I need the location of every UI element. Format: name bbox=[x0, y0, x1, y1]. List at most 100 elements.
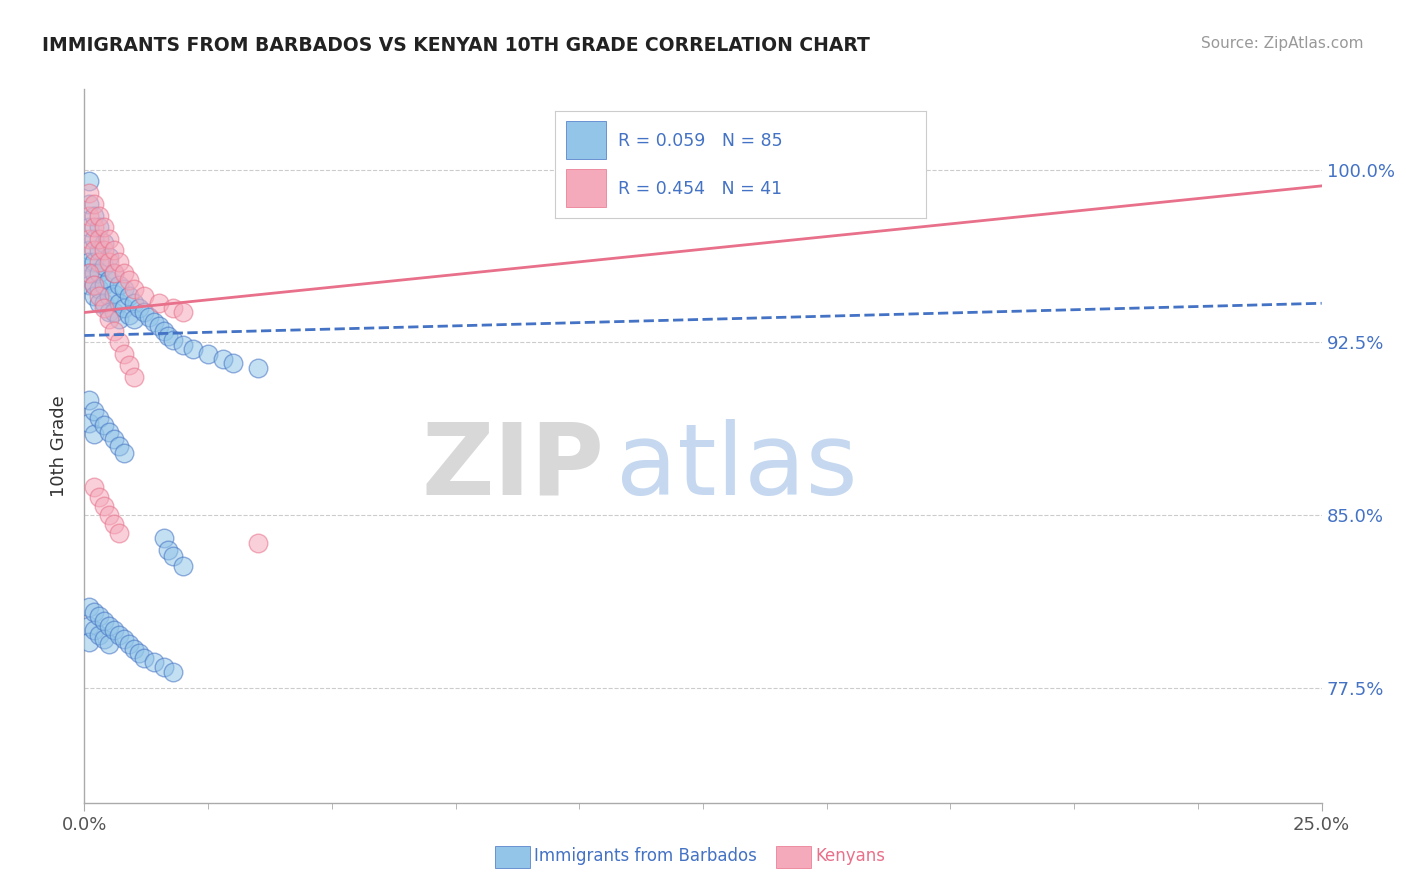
Point bbox=[103, 244, 125, 258]
Point bbox=[132, 289, 155, 303]
Point bbox=[222, 356, 245, 370]
Point bbox=[79, 174, 101, 188]
Point bbox=[122, 296, 145, 310]
Point bbox=[157, 542, 180, 557]
Point bbox=[98, 255, 121, 269]
Point bbox=[93, 220, 115, 235]
Point bbox=[89, 209, 111, 223]
Point bbox=[108, 526, 131, 541]
Point bbox=[98, 508, 121, 522]
Point bbox=[197, 347, 219, 361]
Point bbox=[89, 232, 111, 246]
Point bbox=[212, 351, 235, 366]
Point bbox=[79, 277, 101, 292]
Point bbox=[98, 312, 121, 326]
Point bbox=[112, 266, 135, 280]
Point bbox=[93, 260, 115, 274]
Point bbox=[89, 220, 111, 235]
Point bbox=[142, 315, 165, 329]
Point bbox=[112, 301, 135, 315]
Point bbox=[79, 232, 101, 246]
Point bbox=[83, 605, 105, 619]
Point bbox=[132, 650, 155, 665]
Y-axis label: 10th Grade: 10th Grade bbox=[51, 395, 69, 497]
Text: Source: ZipAtlas.com: Source: ZipAtlas.com bbox=[1201, 36, 1364, 51]
Point bbox=[103, 287, 125, 301]
Point bbox=[103, 266, 125, 280]
Point bbox=[112, 283, 135, 297]
Point bbox=[79, 618, 101, 632]
Point bbox=[118, 359, 141, 373]
Point bbox=[89, 244, 111, 258]
Point bbox=[93, 296, 115, 310]
Point bbox=[108, 312, 131, 326]
Point bbox=[79, 266, 101, 280]
Point bbox=[122, 312, 145, 326]
Point bbox=[112, 446, 135, 460]
Point bbox=[112, 632, 135, 647]
Point bbox=[98, 289, 121, 303]
Point bbox=[93, 301, 115, 315]
Point bbox=[118, 637, 141, 651]
Point bbox=[128, 301, 150, 315]
Point bbox=[83, 277, 105, 292]
Point bbox=[79, 416, 101, 430]
Point bbox=[89, 490, 111, 504]
Point bbox=[79, 209, 101, 223]
Point bbox=[157, 328, 180, 343]
Point bbox=[148, 319, 170, 334]
Point bbox=[89, 296, 111, 310]
Point bbox=[83, 220, 105, 235]
Point bbox=[172, 558, 194, 573]
Point bbox=[83, 209, 105, 223]
Point bbox=[103, 324, 125, 338]
Point bbox=[89, 283, 111, 297]
Point bbox=[162, 333, 184, 347]
Text: Kenyans: Kenyans bbox=[815, 847, 886, 865]
Point bbox=[108, 628, 131, 642]
Point bbox=[152, 324, 174, 338]
Point bbox=[83, 197, 105, 211]
Text: atlas: atlas bbox=[616, 419, 858, 516]
Point bbox=[83, 289, 105, 303]
Point bbox=[93, 277, 115, 292]
Point bbox=[128, 646, 150, 660]
Point bbox=[83, 480, 105, 494]
Point bbox=[83, 266, 105, 280]
Point bbox=[118, 289, 141, 303]
Point bbox=[118, 308, 141, 322]
Point bbox=[181, 343, 204, 357]
Point bbox=[122, 370, 145, 384]
Point bbox=[112, 347, 135, 361]
Point bbox=[148, 296, 170, 310]
Point bbox=[79, 266, 101, 280]
Point bbox=[83, 427, 105, 442]
Point bbox=[98, 425, 121, 440]
Point bbox=[89, 609, 111, 624]
Point bbox=[83, 404, 105, 418]
Point bbox=[152, 531, 174, 545]
Point bbox=[83, 277, 105, 292]
Point bbox=[89, 628, 111, 642]
Point bbox=[83, 232, 105, 246]
Point bbox=[89, 289, 111, 303]
Point bbox=[79, 197, 101, 211]
Point bbox=[79, 186, 101, 200]
Point bbox=[162, 665, 184, 679]
Text: ZIP: ZIP bbox=[422, 419, 605, 516]
Point bbox=[103, 432, 125, 446]
Point bbox=[246, 535, 269, 549]
Point bbox=[172, 337, 194, 351]
Point bbox=[162, 549, 184, 564]
Point bbox=[103, 623, 125, 637]
Point bbox=[98, 305, 121, 319]
Point bbox=[142, 656, 165, 670]
Point bbox=[98, 232, 121, 246]
Point bbox=[93, 236, 115, 251]
Point bbox=[122, 283, 145, 297]
Point bbox=[79, 600, 101, 615]
Point bbox=[108, 255, 131, 269]
Point bbox=[89, 411, 111, 425]
Point bbox=[98, 273, 121, 287]
Point bbox=[122, 641, 145, 656]
